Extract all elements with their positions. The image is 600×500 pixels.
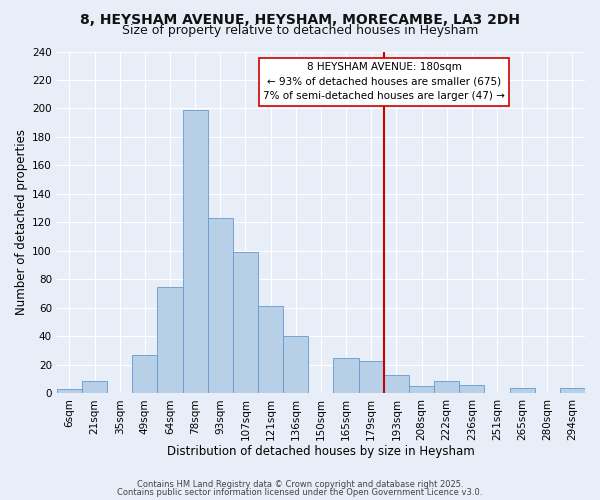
Bar [57, 389, 82, 394]
X-axis label: Distribution of detached houses by size in Heysham: Distribution of detached houses by size … [167, 444, 475, 458]
Bar [132, 355, 157, 394]
Bar [157, 286, 182, 394]
Bar [334, 358, 359, 394]
Text: Contains public sector information licensed under the Open Government Licence v3: Contains public sector information licen… [118, 488, 482, 497]
Bar [459, 385, 484, 394]
Text: 8 HEYSHAM AVENUE: 180sqm
← 93% of detached houses are smaller (675)
7% of semi-d: 8 HEYSHAM AVENUE: 180sqm ← 93% of detach… [263, 62, 505, 102]
Bar [82, 380, 107, 394]
Y-axis label: Number of detached properties: Number of detached properties [15, 130, 28, 316]
Text: 8, HEYSHAM AVENUE, HEYSHAM, MORECAMBE, LA3 2DH: 8, HEYSHAM AVENUE, HEYSHAM, MORECAMBE, L… [80, 12, 520, 26]
Bar [233, 252, 258, 394]
Bar [509, 388, 535, 394]
Bar [208, 218, 233, 394]
Bar [258, 306, 283, 394]
Text: Size of property relative to detached houses in Heysham: Size of property relative to detached ho… [122, 24, 478, 37]
Bar [409, 386, 434, 394]
Bar [182, 110, 208, 394]
Text: Contains HM Land Registry data © Crown copyright and database right 2025.: Contains HM Land Registry data © Crown c… [137, 480, 463, 489]
Bar [560, 388, 585, 394]
Bar [283, 336, 308, 394]
Bar [434, 380, 459, 394]
Bar [384, 375, 409, 394]
Bar [359, 360, 384, 394]
